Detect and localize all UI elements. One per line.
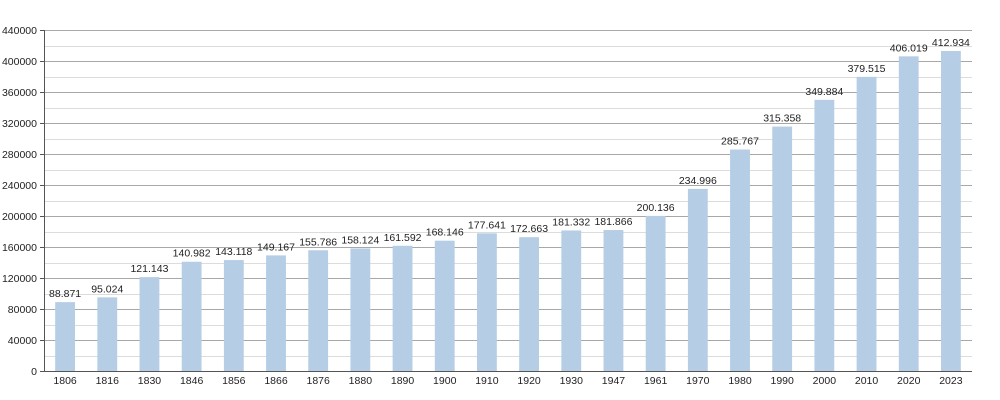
data-label-1830: 121.143 bbox=[130, 263, 168, 275]
x-tick-label-1856: 1856 bbox=[222, 375, 246, 387]
bar-1990 bbox=[772, 126, 793, 371]
bar-1866 bbox=[266, 255, 286, 371]
data-label-1947: 181.866 bbox=[594, 216, 632, 228]
y-tick-label: 0 bbox=[31, 366, 37, 378]
bar-1816 bbox=[97, 297, 118, 371]
y-tick-label: 160000 bbox=[2, 242, 37, 254]
data-label-1816: 95.024 bbox=[91, 283, 123, 295]
label-layer: 0 40000 80000 120000 160000 200000 240000 28000… bbox=[2, 25, 970, 387]
y-tick-label: 400000 bbox=[2, 56, 37, 68]
x-tick-label-1830: 1830 bbox=[138, 375, 162, 387]
bar-2023 bbox=[941, 50, 961, 371]
x-tick-label-1806: 1806 bbox=[53, 375, 77, 387]
bar-1890 bbox=[392, 245, 413, 371]
axis-layer bbox=[40, 30, 972, 372]
bar-1980 bbox=[730, 149, 750, 371]
bar-1910 bbox=[477, 233, 497, 371]
x-tick-label-2000: 2000 bbox=[813, 375, 837, 387]
y-tick-label: 360000 bbox=[2, 87, 37, 99]
bar-2020 bbox=[898, 56, 919, 372]
x-tick-label-1900: 1900 bbox=[433, 375, 457, 387]
y-tick-label: 200000 bbox=[2, 211, 37, 223]
y-tick-label: 40000 bbox=[8, 335, 37, 347]
x-tick-label-2020: 2020 bbox=[897, 375, 921, 387]
x-tick-label-1920: 1920 bbox=[517, 375, 541, 387]
bar-1846 bbox=[181, 261, 202, 371]
bar-1970 bbox=[687, 188, 708, 371]
x-tick-label-1947: 1947 bbox=[602, 375, 626, 387]
data-label-1980: 285.767 bbox=[721, 136, 759, 148]
data-label-2020: 406.019 bbox=[890, 42, 928, 54]
bar-2010 bbox=[856, 76, 877, 371]
bar-2000 bbox=[814, 99, 835, 371]
x-tick-label-1970: 1970 bbox=[686, 375, 710, 387]
x-tick-label-1890: 1890 bbox=[391, 375, 415, 387]
bar-1856 bbox=[223, 260, 244, 371]
y-tick-label: 320000 bbox=[2, 118, 37, 130]
bar-1930 bbox=[561, 230, 582, 371]
x-tick-label-1980: 1980 bbox=[728, 375, 752, 387]
data-label-1846: 140.982 bbox=[173, 248, 211, 260]
x-tick-label-1990: 1990 bbox=[771, 375, 795, 387]
bar-1920 bbox=[519, 237, 540, 371]
x-tick-label-1866: 1866 bbox=[264, 375, 288, 387]
bar-1900 bbox=[434, 240, 455, 371]
x-tick-label-2010: 2010 bbox=[855, 375, 879, 387]
bar-1876 bbox=[308, 250, 329, 371]
data-label-1910: 177.641 bbox=[468, 219, 506, 231]
x-tick-label-1910: 1910 bbox=[475, 375, 499, 387]
data-label-1990: 315.358 bbox=[763, 113, 801, 125]
data-label-2010: 379.515 bbox=[848, 63, 886, 75]
bar-1806 bbox=[55, 302, 76, 371]
x-tick-label-1930: 1930 bbox=[560, 375, 584, 387]
y-tick-label: 240000 bbox=[2, 180, 37, 192]
bar-1830 bbox=[139, 277, 160, 371]
data-label-2023: 412.934 bbox=[932, 37, 970, 49]
x-tick-label-2023: 2023 bbox=[939, 375, 963, 387]
data-label-1970: 234.996 bbox=[679, 175, 717, 187]
x-tick-label-1961: 1961 bbox=[644, 375, 668, 387]
y-tick-label: 440000 bbox=[2, 25, 37, 37]
y-tick-label: 280000 bbox=[2, 149, 37, 161]
bar-1947 bbox=[603, 230, 624, 371]
x-tick-label-1816: 1816 bbox=[96, 375, 120, 387]
data-label-1806: 88.871 bbox=[49, 288, 81, 300]
data-label-2000: 349.884 bbox=[805, 86, 843, 98]
data-label-1856: 143.118 bbox=[215, 246, 252, 258]
y-tick-label: 80000 bbox=[8, 304, 37, 316]
y-tick-label: 120000 bbox=[2, 273, 37, 285]
bar-1961 bbox=[645, 215, 666, 371]
data-label-1880: 158.124 bbox=[341, 234, 379, 246]
x-tick-label-1880: 1880 bbox=[349, 375, 373, 387]
data-label-1876: 155.786 bbox=[299, 236, 337, 248]
data-label-1930: 181.332 bbox=[552, 216, 590, 228]
data-label-1866: 149.167 bbox=[257, 241, 295, 253]
x-tick-label-1846: 1846 bbox=[180, 375, 204, 387]
bar-layer bbox=[55, 50, 961, 372]
x-tick-label-1876: 1876 bbox=[307, 375, 331, 387]
bar-1880 bbox=[350, 248, 371, 371]
data-label-1900: 168.146 bbox=[426, 227, 464, 239]
data-label-1920: 172.663 bbox=[510, 223, 548, 235]
data-label-1890: 161.592 bbox=[384, 232, 422, 244]
data-label-1961: 200.136 bbox=[637, 202, 675, 214]
